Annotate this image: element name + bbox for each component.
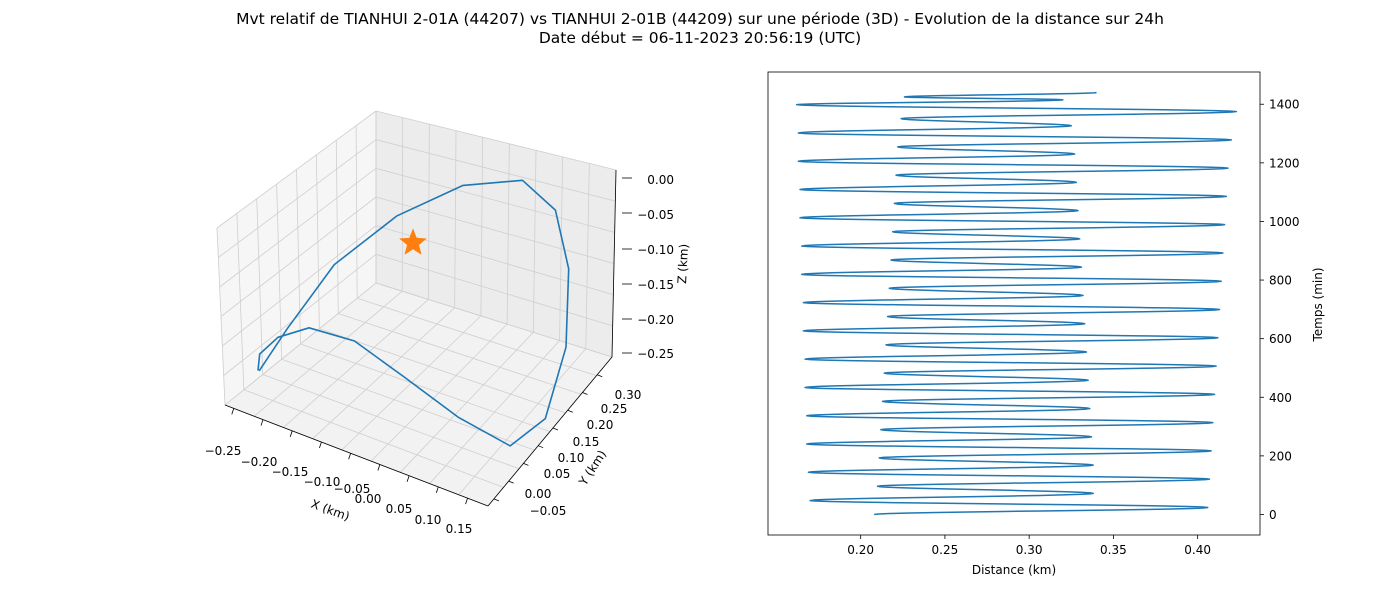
x-axis-label: Distance (km): [972, 563, 1056, 577]
y-tick-label: 0: [1269, 508, 1277, 522]
x-tick-label: 0.25: [932, 543, 959, 557]
y-tick-label: 400: [1269, 391, 1292, 405]
x-tick-mark: [260, 419, 264, 426]
y-tick-mark: [567, 409, 573, 413]
z-tick-label: −0.15: [637, 278, 674, 292]
x-tick-label: 0.15: [446, 522, 473, 536]
backwall-grid-z: [375, 282, 613, 358]
z-axis-label: Z (km): [675, 243, 691, 284]
x-tick-label: 0.05: [386, 502, 413, 516]
y-tick-label: 200: [1269, 449, 1292, 463]
y-tick-label: 0.30: [615, 388, 642, 402]
y-tick-label: 1400: [1269, 98, 1300, 112]
y-tick-mark: [552, 427, 559, 431]
y-tick-label: 1000: [1269, 215, 1300, 229]
leftwall-grid-z: [224, 282, 377, 406]
leftwall-grid-z: [222, 225, 377, 347]
backwall-grid-z: [375, 110, 617, 171]
x-tick-mark: [377, 464, 381, 471]
x-tick-mark: [289, 430, 293, 437]
floor-grid-y: [300, 343, 551, 432]
x-tick-label: −0.05: [334, 482, 371, 496]
y-axis-label: Temps (min): [1311, 267, 1325, 342]
x-tick-label: −0.10: [304, 475, 341, 489]
z-axis-line: [611, 169, 617, 358]
floor-grid-y: [262, 374, 520, 470]
x-tick-mark: [435, 486, 439, 494]
distance-series-line: [795, 91, 1238, 516]
y-tick-label: −0.05: [530, 504, 567, 518]
distance-time-panel: 0.20 0.25 0.30 0.35 0.40 0 200 400 600 800 1000 120…: [767, 71, 1325, 577]
x-tick-label: 0.00: [355, 492, 382, 506]
x-tick-label: 0.10: [415, 513, 442, 527]
y-tick-label: 600: [1269, 332, 1292, 346]
x-tick-mark: [348, 453, 352, 460]
backwall-grid-z: [375, 139, 616, 202]
floor-grid-y: [357, 297, 597, 377]
plot-3d-panel: −0.25−0.20−0.15−0.10−0.050.000.050.100.1…: [205, 110, 691, 536]
x-axis-label: X (km): [309, 497, 351, 524]
floor-grid-y: [281, 358, 535, 451]
y-tick-mark: [597, 374, 603, 378]
x-tick-label: −0.15: [272, 465, 309, 479]
floor-grid-y: [319, 328, 566, 414]
y-tick-mark: [508, 480, 514, 484]
x-axis-line: [224, 404, 489, 507]
y-tick-label: 0.10: [558, 451, 585, 465]
y-tick-mark: [538, 445, 544, 449]
leftwall-grid-z: [220, 196, 377, 317]
backwall-grid-z: [375, 167, 615, 233]
x-tick-label: −0.25: [205, 444, 242, 458]
z-tick-label: −0.20: [637, 313, 674, 327]
x-tick-label: 0.20: [847, 543, 874, 557]
leftwall-grid-z: [219, 168, 377, 288]
y-tick-label: 1200: [1269, 156, 1300, 170]
leftwall-grid-z: [223, 254, 377, 376]
floor-grid-y: [338, 313, 582, 395]
y-tick-mark: [523, 463, 529, 466]
z-tick-label: −0.10: [637, 243, 674, 257]
figure-title-block: Mvt relatif de TIANHUI 2-01A (44207) vs …: [0, 10, 1400, 48]
figure-subtitle: Date début = 06-11-2023 20:56:19 (UTC): [538, 29, 862, 47]
y-tick-label: 0.00: [525, 487, 552, 501]
x-tick-label: 0.40: [1184, 543, 1211, 557]
x-tick-mark: [319, 441, 322, 449]
floor-grid-y: [243, 389, 504, 488]
y-tick-label: 0.20: [587, 418, 614, 432]
relative-motion-line: [257, 179, 570, 447]
x-tick-label: 0.35: [1100, 543, 1127, 557]
z-tick-label: −0.05: [637, 208, 674, 222]
y-tick-label: 0.15: [573, 435, 600, 449]
y-tick-label: 0.25: [601, 402, 628, 416]
x-tick-mark: [465, 498, 468, 505]
figure-title: Mvt relatif de TIANHUI 2-01A (44207) vs …: [236, 10, 1164, 28]
origin-star-marker: [399, 228, 427, 255]
x-tick-label: −0.20: [241, 455, 278, 469]
y-tick-mark: [582, 392, 588, 395]
y-tick-label: 0.05: [544, 467, 571, 481]
plot-frame: [767, 71, 1261, 536]
y-tick-label: 800: [1269, 274, 1292, 288]
x-tick-mark: [406, 475, 410, 482]
z-tick-label: −0.25: [637, 347, 674, 361]
x-tick-mark: [231, 408, 235, 415]
backwall-grid-z: [375, 253, 613, 327]
leftwall-grid-z: [218, 139, 377, 258]
y-tick-mark: [493, 498, 500, 502]
leftwall-grid-z: [216, 110, 377, 229]
x-tick-label: 0.30: [1016, 543, 1043, 557]
z-tick-label: 0.00: [647, 173, 674, 187]
